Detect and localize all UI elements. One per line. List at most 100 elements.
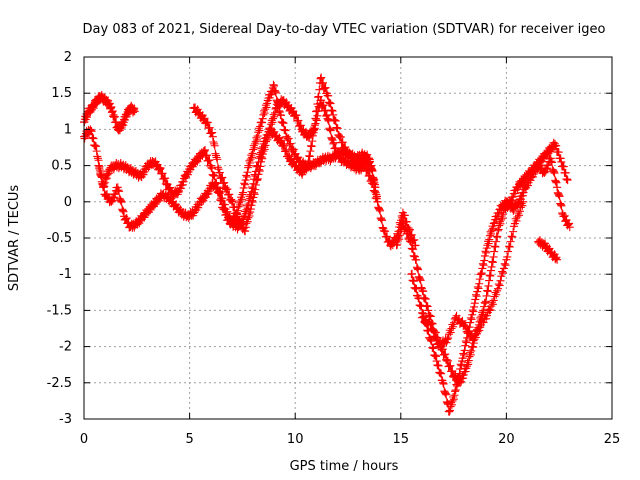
data-point xyxy=(465,326,474,335)
data-point xyxy=(262,103,271,112)
data-point xyxy=(547,157,556,166)
data-point xyxy=(371,180,380,189)
data-point xyxy=(506,237,515,246)
data-point xyxy=(212,151,220,160)
data-point xyxy=(469,307,478,316)
data-point xyxy=(492,232,501,241)
data-point xyxy=(486,305,495,314)
data-point xyxy=(416,276,425,285)
data-point xyxy=(432,357,441,366)
y-tick-label: -2 xyxy=(59,340,72,355)
data-point xyxy=(240,180,249,189)
data-point xyxy=(213,183,222,192)
y-tick-label: 0 xyxy=(64,195,72,210)
data-point xyxy=(200,114,209,123)
data-point xyxy=(491,242,500,251)
data-point xyxy=(446,406,455,415)
data-point xyxy=(477,269,486,278)
data-point xyxy=(131,166,140,175)
data-point xyxy=(448,366,457,375)
y-tick-labels: 2 1.5 1 0.5 0 -0.5 -1 -1.5 -2 -2.5 -3 xyxy=(47,50,72,427)
data-point xyxy=(262,137,271,146)
data-point xyxy=(407,237,416,246)
data-point xyxy=(121,161,130,170)
data-point xyxy=(228,197,237,206)
data-point xyxy=(304,157,313,166)
data-point xyxy=(432,352,441,361)
data-point xyxy=(555,192,564,201)
data-point xyxy=(156,165,165,174)
data-point xyxy=(303,163,312,172)
data-point xyxy=(294,116,303,125)
data-point xyxy=(215,186,224,195)
data-point xyxy=(560,211,569,220)
data-point xyxy=(481,297,490,306)
data-point xyxy=(239,188,248,197)
data-point xyxy=(468,335,477,344)
data-point xyxy=(515,207,524,216)
data-point xyxy=(250,143,259,152)
data-point xyxy=(481,299,490,308)
data-point xyxy=(253,176,262,185)
x-tick-label: 15 xyxy=(393,432,410,447)
data-point xyxy=(416,275,425,284)
data-point xyxy=(92,142,101,151)
data-point xyxy=(444,334,453,343)
data-point xyxy=(305,151,314,160)
data-point xyxy=(259,147,268,156)
data-point xyxy=(443,356,452,365)
data-point xyxy=(535,236,544,245)
data-point xyxy=(241,223,250,232)
data-point xyxy=(487,262,496,271)
data-point xyxy=(126,164,135,173)
data-point xyxy=(499,269,508,278)
data-point xyxy=(271,87,280,96)
data-point xyxy=(457,361,466,370)
data-point xyxy=(249,145,258,154)
data-point xyxy=(475,279,484,288)
data-point xyxy=(439,378,448,387)
data-point xyxy=(505,242,514,251)
data-point xyxy=(448,396,457,405)
data-point xyxy=(242,219,251,228)
x-tick-label: 25 xyxy=(604,432,621,447)
data-point xyxy=(289,107,298,116)
data-point xyxy=(383,232,392,241)
data-point xyxy=(441,389,450,398)
data-point xyxy=(87,127,96,136)
data-point xyxy=(503,252,512,261)
data-point xyxy=(210,172,219,181)
data-point xyxy=(551,254,560,263)
data-point xyxy=(417,302,426,311)
data-point xyxy=(486,266,495,275)
data-point xyxy=(220,178,229,187)
data-point xyxy=(492,290,501,299)
data-point xyxy=(116,196,125,205)
data-point xyxy=(97,172,106,181)
data-point xyxy=(156,164,165,173)
data-point xyxy=(269,114,278,123)
x-tick-label: 20 xyxy=(498,432,515,447)
data-point xyxy=(99,183,108,192)
data-point xyxy=(504,242,513,251)
data-point xyxy=(212,153,221,162)
data-point xyxy=(393,240,402,249)
data-point xyxy=(267,120,276,129)
data-point xyxy=(209,137,218,146)
data-point xyxy=(93,152,102,161)
data-point xyxy=(329,110,338,119)
data-point xyxy=(409,277,418,286)
data-point xyxy=(208,132,217,141)
data-point xyxy=(218,194,227,203)
y-tick-label: -1.5 xyxy=(47,303,72,318)
data-point xyxy=(482,291,491,300)
data-point xyxy=(489,252,498,261)
x-tick-labels: 0 5 10 15 20 25 xyxy=(80,432,620,447)
data-point xyxy=(446,402,455,411)
data-point xyxy=(201,145,210,154)
data-point xyxy=(329,139,338,148)
data-point xyxy=(485,271,494,280)
data-point xyxy=(563,175,572,184)
data-point xyxy=(512,216,521,225)
data-point xyxy=(417,283,426,292)
